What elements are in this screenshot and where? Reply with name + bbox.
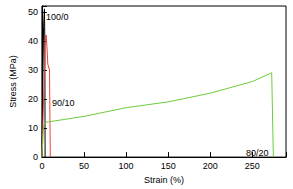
svg-text:30: 30 xyxy=(28,65,38,75)
svg-text:50: 50 xyxy=(28,7,38,17)
svg-text:0: 0 xyxy=(33,152,38,162)
svg-text:0: 0 xyxy=(39,161,44,171)
svg-text:Stress (MPa): Stress (MPa) xyxy=(8,55,18,108)
svg-text:200: 200 xyxy=(203,161,218,171)
svg-text:250: 250 xyxy=(245,161,260,171)
svg-text:90/10: 90/10 xyxy=(52,98,75,108)
svg-text:40: 40 xyxy=(28,36,38,46)
svg-text:150: 150 xyxy=(161,161,176,171)
svg-text:10: 10 xyxy=(28,123,38,133)
svg-text:80/20: 80/20 xyxy=(246,148,269,158)
svg-text:100/0: 100/0 xyxy=(46,12,69,22)
svg-text:20: 20 xyxy=(28,94,38,104)
svg-text:50: 50 xyxy=(79,161,89,171)
svg-text:Strain (%): Strain (%) xyxy=(144,175,184,185)
svg-text:100: 100 xyxy=(119,161,134,171)
